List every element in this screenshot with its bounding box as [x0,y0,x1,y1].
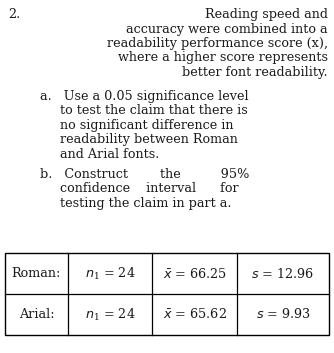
Text: a.   Use a 0.05 significance level: a. Use a 0.05 significance level [40,90,248,103]
Text: $\bar{x}$ = 66.25: $\bar{x}$ = 66.25 [163,267,226,281]
Text: to test the claim that there is: to test the claim that there is [40,104,248,118]
Text: $n_{\mathregular{1}}$ = 24: $n_{\mathregular{1}}$ = 24 [85,265,135,282]
Text: $s$ = 9.93: $s$ = 9.93 [256,307,311,322]
Text: Arial:: Arial: [19,308,54,321]
Text: better font readability.: better font readability. [182,66,328,79]
Text: b.   Construct        the          95%: b. Construct the 95% [40,168,249,181]
Bar [5,253,329,335]
Text: testing the claim in part a.: testing the claim in part a. [40,197,231,210]
Text: $n_{\mathregular{1}}$ = 24: $n_{\mathregular{1}}$ = 24 [85,306,135,323]
Text: $\bar{x}$ = 65.62: $\bar{x}$ = 65.62 [163,307,226,322]
Text: Reading speed and: Reading speed and [205,8,328,21]
Text: 2.: 2. [8,8,20,21]
Text: Roman:: Roman: [12,267,61,280]
Text: no significant difference in: no significant difference in [40,119,233,132]
Text: $s$ = 12.96: $s$ = 12.96 [252,267,315,281]
Text: where a higher score represents: where a higher score represents [118,52,328,65]
Text: accuracy were combined into a: accuracy were combined into a [126,23,328,36]
Text: confidence    interval      for: confidence interval for [40,183,238,196]
Text: readability between Roman: readability between Roman [40,133,238,146]
Text: and Arial fonts.: and Arial fonts. [40,148,159,161]
Text: readability performance score (x),: readability performance score (x), [107,37,328,50]
